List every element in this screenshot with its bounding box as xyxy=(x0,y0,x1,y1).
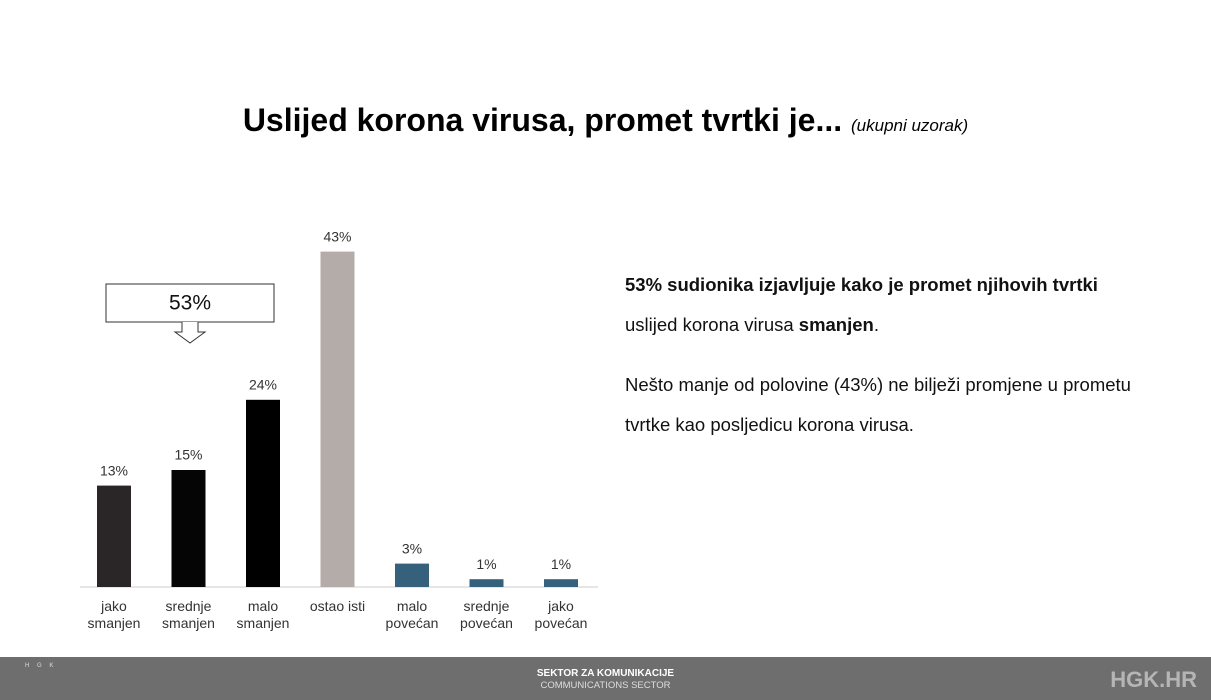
annotation-label: 53% xyxy=(169,292,211,315)
footer-line2: COMMUNICATIONS SECTOR xyxy=(540,680,671,691)
footer-site: HGK.HR xyxy=(1110,667,1197,692)
bar xyxy=(469,579,504,587)
text-segment: Nešto manje od polovine (43%) ne bilježi… xyxy=(625,374,1131,435)
paragraph: Nešto manje od polovine (43%) ne bilježi… xyxy=(625,365,1150,445)
x-tick-label: srednje povećan xyxy=(460,598,513,631)
bar xyxy=(246,399,280,587)
text-segment: smanjen xyxy=(798,314,874,335)
x-tick-label: srednje smanjen xyxy=(162,598,215,631)
value-label: 3% xyxy=(402,540,422,556)
x-tick-label: malo povećan xyxy=(385,598,439,631)
value-label: 13% xyxy=(100,462,128,478)
x-tick-label: jako smanjen xyxy=(87,598,141,631)
bar xyxy=(395,563,429,587)
paragraph: 53% sudionika izjavljuje kako je promet … xyxy=(625,265,1150,345)
annotation-box xyxy=(105,283,275,323)
annotation-arrow xyxy=(173,322,207,344)
chart-subtitle: (ukupni uzorak) xyxy=(851,116,969,135)
x-tick-label: jako povećan xyxy=(534,598,588,631)
footer-line1: SEKTOR ZA KOMUNIKACIJE xyxy=(536,668,675,679)
value-label: 1% xyxy=(476,556,496,572)
bar xyxy=(171,470,206,587)
text-segment: . xyxy=(873,314,879,335)
text-segment: uslijed korona virusa xyxy=(625,314,799,335)
bar xyxy=(320,251,355,587)
x-tick-label: malo smanjen xyxy=(236,598,290,631)
title-block: Uslijed korona virusa, promet tvrtki je.… xyxy=(0,102,1211,139)
footer: H G K SEKTOR ZA KOMUNIKACIJE COMMUNICATI… xyxy=(0,657,1211,700)
footer-logo: H G K xyxy=(25,663,57,669)
bar xyxy=(97,485,131,587)
value-label: 24% xyxy=(249,377,277,393)
chart: 53% 13% 15% 24% 43% 3% 1% 1% xyxy=(80,228,598,588)
value-label: 43% xyxy=(323,228,351,244)
value-label: 15% xyxy=(174,447,202,463)
text-segment: 53% sudionika izjavljuje kako je promet … xyxy=(625,274,1098,295)
x-tick-label: ostao isti xyxy=(309,598,366,614)
bar xyxy=(544,579,578,587)
value-label: 1% xyxy=(551,556,571,572)
chart-title: Uslijed korona virusa, promet tvrtki je.… xyxy=(242,102,843,138)
